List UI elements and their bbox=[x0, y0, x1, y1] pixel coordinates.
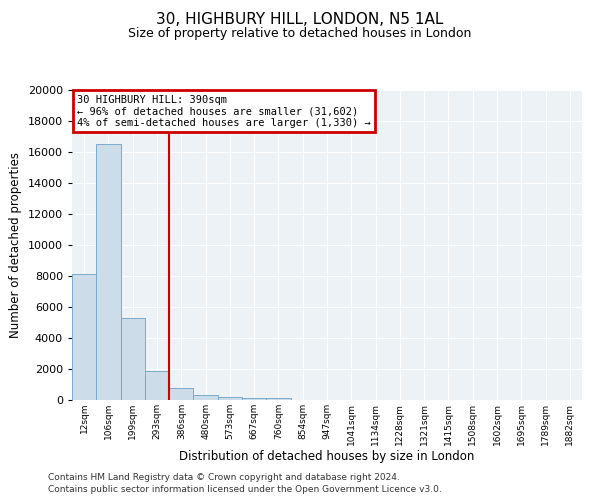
Text: Size of property relative to detached houses in London: Size of property relative to detached ho… bbox=[128, 28, 472, 40]
Y-axis label: Number of detached properties: Number of detached properties bbox=[9, 152, 22, 338]
Bar bbox=[193, 396, 218, 400]
Text: Contains HM Land Registry data © Crown copyright and database right 2024.: Contains HM Land Registry data © Crown c… bbox=[48, 472, 400, 482]
Text: 30 HIGHBURY HILL: 390sqm
← 96% of detached houses are smaller (31,602)
4% of sem: 30 HIGHBURY HILL: 390sqm ← 96% of detach… bbox=[77, 94, 371, 128]
Text: Contains public sector information licensed under the Open Government Licence v3: Contains public sector information licen… bbox=[48, 485, 442, 494]
Text: 30, HIGHBURY HILL, LONDON, N5 1AL: 30, HIGHBURY HILL, LONDON, N5 1AL bbox=[157, 12, 443, 28]
Bar bbox=[96, 144, 121, 400]
Bar bbox=[218, 397, 242, 400]
X-axis label: Distribution of detached houses by size in London: Distribution of detached houses by size … bbox=[179, 450, 475, 464]
Bar bbox=[145, 372, 169, 400]
Bar bbox=[72, 274, 96, 400]
Bar bbox=[169, 388, 193, 400]
Bar bbox=[242, 398, 266, 400]
Bar bbox=[266, 398, 290, 400]
Bar bbox=[121, 318, 145, 400]
